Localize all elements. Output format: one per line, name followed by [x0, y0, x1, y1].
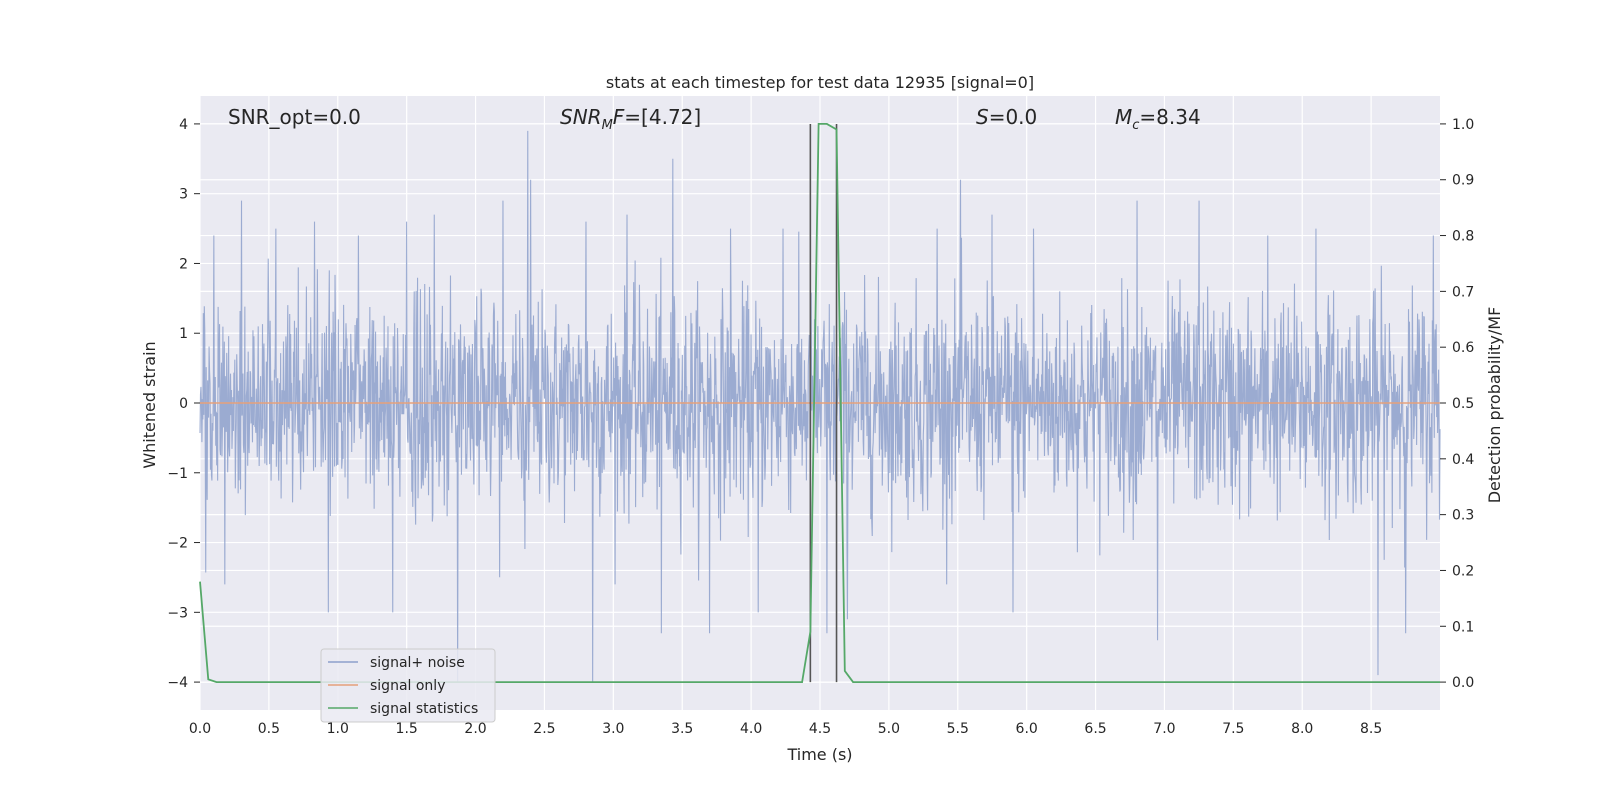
y2-tick-label: 0.0: [1452, 675, 1474, 691]
x-tick-label: 2.5: [533, 721, 555, 737]
y-tick-label: −3: [167, 605, 188, 621]
y-tick-label: 1: [179, 326, 188, 342]
x-tick-label: 8.5: [1360, 721, 1382, 737]
y-tick-label: 0: [179, 396, 188, 412]
x-tick-label: 0.0: [189, 721, 211, 737]
chart-title: stats at each timestep for test data 129…: [606, 73, 1034, 92]
annotation-snr-mf: SNRMF=[4.72]: [560, 105, 701, 133]
signal-statistics-series: [199, 123, 1440, 683]
y2-tick-label: 0.7: [1452, 284, 1474, 300]
snr-mf-tail: F: [613, 105, 625, 129]
x-tick-label: 1.5: [396, 721, 418, 737]
y2-tick-label: 1.0: [1452, 117, 1474, 133]
y-tick-label: 4: [179, 117, 188, 133]
y2-tick-label: 0.9: [1452, 173, 1474, 189]
snr-mf-symbol: SNR: [560, 105, 602, 129]
y-tick-labels: −4 −3 −2 −1 0 1 2 3 4: [167, 117, 200, 691]
x-tick-label: 5.0: [878, 721, 900, 737]
y2-tick-label: 0.4: [1452, 452, 1474, 468]
y2-tick-label: 0.6: [1452, 340, 1474, 356]
x-tick-label: 0.5: [258, 721, 280, 737]
signal-plus-noise-series: [199, 130, 1441, 683]
x-tick-label: 3.0: [602, 721, 624, 737]
x-tick-label: 7.0: [1153, 721, 1175, 737]
legend-label-signal-statistics: signal statistics: [370, 701, 478, 717]
signal-statistics-line: [199, 123, 1440, 683]
y2-tick-label: 0.8: [1452, 229, 1474, 245]
y2-tick-label: 0.1: [1452, 619, 1474, 635]
legend-box: [320, 648, 496, 723]
annotation-mc: Mc=8.34: [1115, 105, 1201, 133]
x-tick-label: 1.0: [327, 721, 349, 737]
y-tick-label: −4: [167, 675, 188, 691]
y2-tick-label: 0.5: [1452, 396, 1474, 412]
y-tick-label: 2: [179, 256, 188, 272]
x-tick-labels: 0.0 0.5 1.0 1.5 2.0 2.5 3.0 3.5 4.0 4.5 5.0 5.5 6.0 6…: [189, 721, 1382, 737]
y-tick-label: −2: [167, 536, 188, 552]
s-symbol: S: [976, 105, 989, 129]
signal-plus-noise-line: [199, 130, 1441, 683]
y2-tick-label: 0.2: [1452, 563, 1474, 579]
mc-value: =8.34: [1139, 105, 1200, 129]
legend-label-signal-noise: signal+ noise: [370, 655, 465, 671]
x-tick-label: 6.5: [1084, 721, 1106, 737]
x-tick-label: 7.5: [1222, 721, 1244, 737]
x-axis-label: Time (s): [786, 745, 852, 764]
mc-subscript: c: [1132, 118, 1139, 133]
snr-mf-subscript: M: [602, 118, 613, 133]
x-tick-label: 2.0: [464, 721, 486, 737]
legend-label-signal-only: signal only: [370, 678, 445, 694]
x-tick-label: 5.5: [947, 721, 969, 737]
x-tick-label: 6.0: [1016, 721, 1038, 737]
x-tick-label: 4.5: [809, 721, 831, 737]
y-tick-label: −1: [167, 466, 188, 482]
annotation-s: S=0.0: [976, 105, 1037, 129]
mc-symbol: M: [1115, 105, 1132, 129]
y-axis-label: Whitened strain: [140, 341, 159, 468]
s-value: =0.0: [989, 105, 1038, 129]
y2-axis-label: Detection probability/MF: [1485, 307, 1504, 504]
y2-tick-labels: 0.0 0.1 0.2 0.3 0.4 0.5 0.6 0.7 0.8 0.9 1.0: [1440, 117, 1474, 691]
x-tick-label: 4.0: [740, 721, 762, 737]
x-tick-label: 3.5: [671, 721, 693, 737]
x-tick-label: 8.0: [1291, 721, 1313, 737]
y2-tick-label: 0.3: [1452, 508, 1474, 524]
snr-mf-value: =[4.72]: [624, 105, 701, 129]
legend: signal+ noise signal only signal statist…: [320, 648, 496, 723]
annotation-snr-opt: SNR_opt=0.0: [228, 105, 361, 129]
y-tick-label: 3: [179, 187, 188, 203]
